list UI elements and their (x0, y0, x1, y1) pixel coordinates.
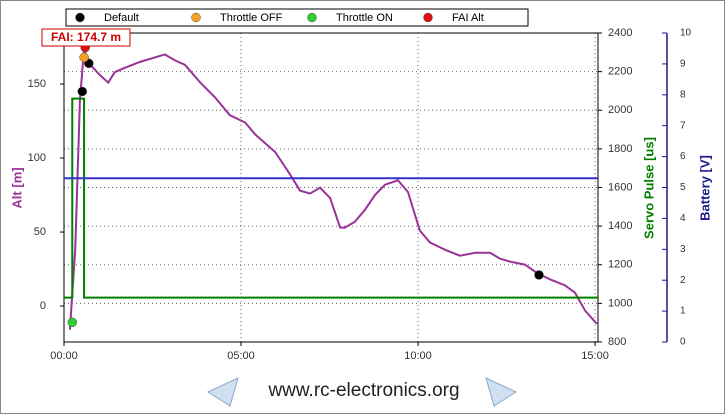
legend-marker (75, 12, 85, 23)
x-tick-label: 15:00 (581, 350, 609, 362)
y3-tick-label: 5 (680, 182, 686, 193)
y3-tick-label: 4 (680, 213, 686, 224)
y2-tick-label: 2000 (608, 104, 632, 116)
event-marker (77, 86, 88, 97)
legend-marker (423, 12, 433, 23)
annotation: FAI: 174.7 m (51, 30, 121, 44)
y2-tick-label: 2400 (608, 27, 632, 39)
legend-label: FAI Alt (452, 12, 484, 24)
y3-tick-label: 0 (680, 337, 686, 348)
y2-tick-label: 1000 (608, 297, 632, 309)
y-axis-label: Alt [m] (9, 167, 24, 208)
series-line (68, 48, 598, 330)
y2-tick-label: 800 (608, 336, 626, 348)
y-tick-label: 150 (28, 78, 46, 90)
y3-tick-label: 2 (680, 275, 686, 286)
legend-marker (307, 12, 317, 23)
y3-tick-label: 6 (680, 151, 686, 162)
y3-axis-label: Battery [V] (697, 155, 712, 221)
y2-tick-label: 1400 (608, 220, 632, 232)
x-tick-label: 00:00 (50, 350, 78, 362)
y-tick-label: 0 (40, 300, 46, 312)
y-tick-label: 100 (28, 152, 46, 164)
series-line (64, 97, 598, 299)
y2-axis-label: Servo Pulse [us] (641, 137, 656, 239)
event-marker (534, 270, 544, 280)
legend-label: Default (104, 12, 139, 24)
legend (65, 8, 529, 27)
legend-label: Throttle OFF (220, 12, 283, 24)
y2-tick-label: 1800 (608, 143, 632, 155)
annotation-box (41, 28, 131, 47)
y3-tick-label: 8 (680, 89, 686, 100)
footer: www.rc-electronics.org (267, 380, 459, 401)
y2-tick-label: 1200 (608, 259, 632, 271)
y2-tick-label: 1600 (608, 181, 632, 193)
x-tick-label: 10:00 (404, 350, 432, 362)
y3-tick-label: 9 (680, 59, 686, 70)
event-marker (67, 317, 78, 328)
x-tick-label: 05:00 (227, 350, 255, 362)
y3-tick-label: 1 (680, 306, 686, 317)
y3-tick-label: 10 (680, 28, 692, 39)
y-tick-label: 50 (34, 226, 46, 238)
event-marker (79, 52, 89, 63)
y3-tick-label: 7 (680, 120, 686, 131)
y3-tick-label: 3 (680, 244, 686, 255)
y2-tick-label: 2200 (608, 66, 632, 78)
legend-label: Throttle ON (336, 12, 393, 24)
legend-marker (191, 12, 201, 23)
footer-icon (206, 377, 518, 407)
